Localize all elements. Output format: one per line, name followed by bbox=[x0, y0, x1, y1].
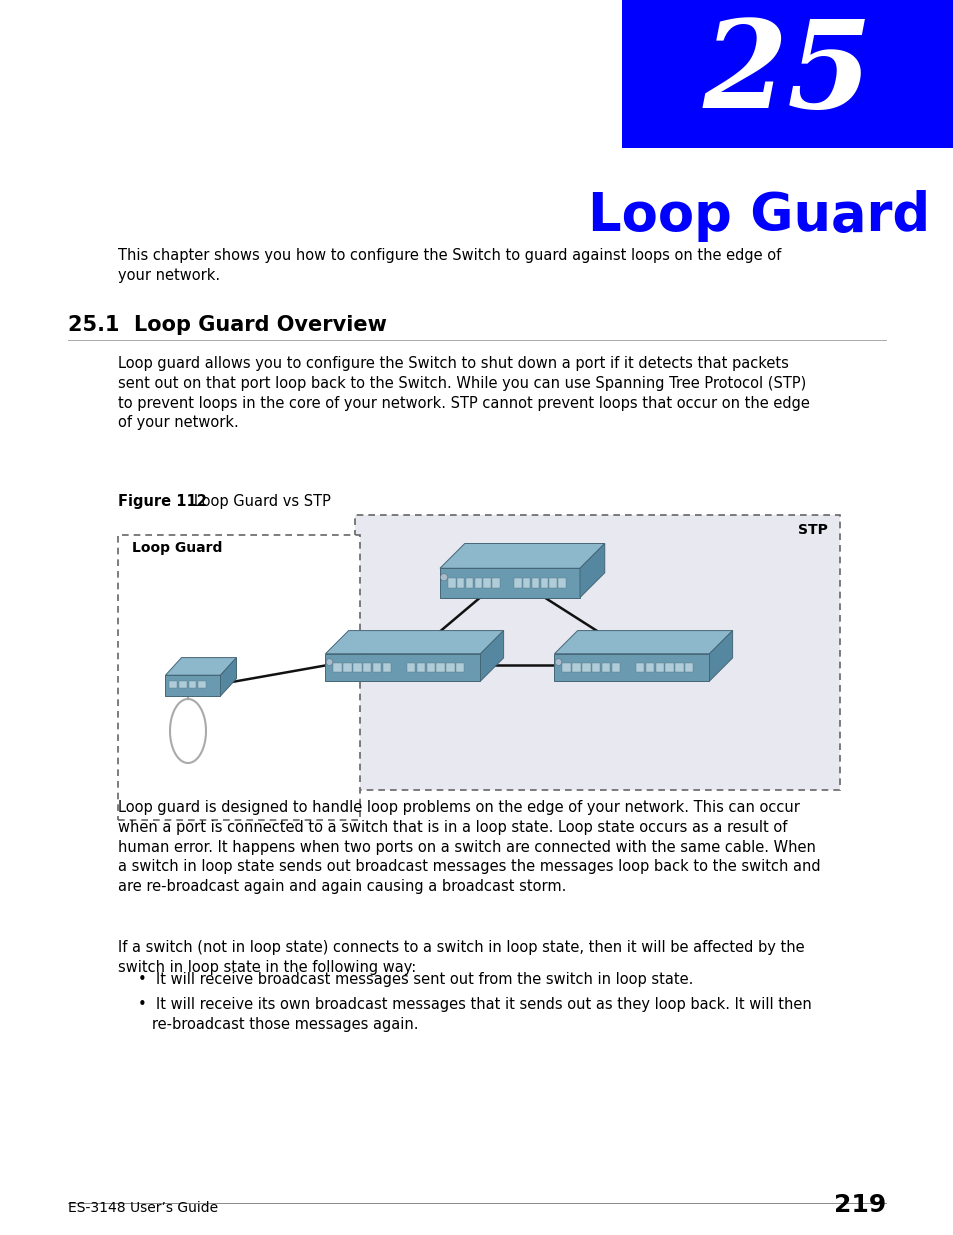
Bar bbox=[675, 663, 683, 672]
Polygon shape bbox=[165, 657, 236, 676]
Bar bbox=[416, 663, 425, 672]
Bar bbox=[334, 663, 341, 672]
Bar bbox=[407, 663, 415, 672]
Bar bbox=[514, 578, 521, 588]
Polygon shape bbox=[220, 657, 236, 697]
Polygon shape bbox=[579, 543, 604, 598]
Bar bbox=[684, 663, 693, 672]
Bar bbox=[465, 578, 473, 588]
Bar bbox=[362, 663, 371, 672]
Polygon shape bbox=[325, 631, 503, 653]
Bar bbox=[531, 578, 538, 588]
Bar bbox=[636, 663, 643, 672]
Bar bbox=[456, 663, 464, 672]
Polygon shape bbox=[165, 676, 220, 697]
Text: •  It will receive broadcast messages sent out from the switch in loop state.: • It will receive broadcast messages sen… bbox=[138, 972, 693, 987]
Circle shape bbox=[326, 658, 333, 666]
Text: •  It will receive its own broadcast messages that it sends out as they loop bac: • It will receive its own broadcast mess… bbox=[138, 997, 811, 1031]
Bar bbox=[373, 663, 381, 672]
Bar bbox=[353, 663, 361, 672]
Text: Loop Guard: Loop Guard bbox=[132, 541, 222, 555]
Bar bbox=[558, 578, 565, 588]
Bar bbox=[492, 578, 499, 588]
Bar bbox=[655, 663, 663, 672]
FancyBboxPatch shape bbox=[118, 535, 359, 820]
Text: Loop guard allows you to configure the Switch to shut down a port if it detects : Loop guard allows you to configure the S… bbox=[118, 356, 809, 431]
Bar bbox=[483, 578, 491, 588]
FancyBboxPatch shape bbox=[355, 515, 840, 790]
Polygon shape bbox=[439, 543, 604, 568]
Polygon shape bbox=[709, 631, 732, 680]
Bar bbox=[198, 680, 206, 688]
Bar bbox=[474, 578, 481, 588]
Text: 219: 219 bbox=[833, 1193, 885, 1216]
Bar bbox=[591, 663, 599, 672]
Bar bbox=[170, 680, 177, 688]
Bar bbox=[426, 663, 435, 672]
Bar bbox=[601, 663, 610, 672]
Text: Loop guard is designed to handle loop problems on the edge of your network. This: Loop guard is designed to handle loop pr… bbox=[118, 800, 820, 894]
Text: ES-3148 User’s Guide: ES-3148 User’s Guide bbox=[68, 1200, 218, 1215]
Bar bbox=[446, 663, 455, 672]
Bar bbox=[382, 663, 391, 672]
Circle shape bbox=[440, 573, 447, 580]
Bar bbox=[549, 578, 557, 588]
Bar bbox=[189, 680, 196, 688]
Bar bbox=[665, 663, 673, 672]
Text: 25.1  Loop Guard Overview: 25.1 Loop Guard Overview bbox=[68, 315, 387, 335]
Text: Figure 112: Figure 112 bbox=[118, 494, 207, 509]
Bar bbox=[448, 578, 456, 588]
Bar bbox=[456, 578, 464, 588]
Text: Loop Guard vs STP: Loop Guard vs STP bbox=[180, 494, 331, 509]
Circle shape bbox=[555, 658, 561, 666]
Bar bbox=[572, 663, 580, 672]
Text: If a switch (not in loop state) connects to a switch in loop state, then it will: If a switch (not in loop state) connects… bbox=[118, 940, 803, 974]
Text: 25: 25 bbox=[702, 15, 872, 133]
Bar bbox=[645, 663, 654, 672]
Polygon shape bbox=[439, 568, 579, 598]
Polygon shape bbox=[554, 653, 709, 680]
Text: STP: STP bbox=[798, 522, 827, 537]
Text: This chapter shows you how to configure the Switch to guard against loops on the: This chapter shows you how to configure … bbox=[118, 248, 781, 283]
Bar bbox=[562, 663, 570, 672]
Bar bbox=[581, 663, 590, 672]
Polygon shape bbox=[480, 631, 503, 680]
Polygon shape bbox=[325, 653, 480, 680]
Bar bbox=[343, 663, 352, 672]
Text: Loop Guard: Loop Guard bbox=[587, 190, 929, 242]
Bar bbox=[540, 578, 548, 588]
FancyBboxPatch shape bbox=[621, 0, 953, 148]
Polygon shape bbox=[554, 631, 732, 653]
Bar bbox=[436, 663, 444, 672]
Bar bbox=[522, 578, 530, 588]
Bar bbox=[179, 680, 187, 688]
Bar bbox=[611, 663, 619, 672]
